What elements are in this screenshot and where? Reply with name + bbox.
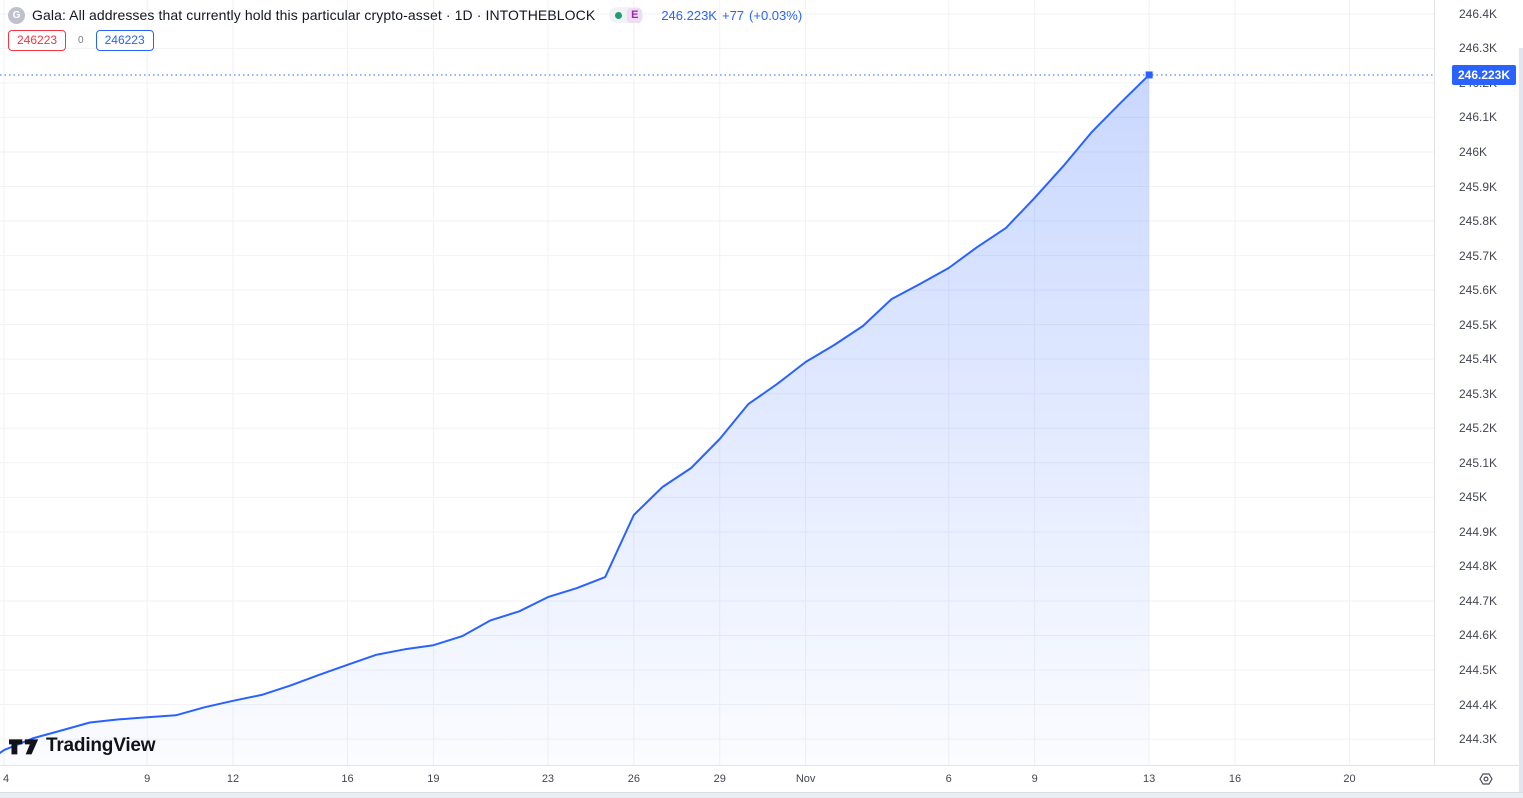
market-open-dot-icon	[615, 11, 623, 19]
time-axis-label: 20	[1343, 773, 1356, 785]
time-axis-label: 23	[541, 773, 555, 785]
time-axis[interactable]: 4 9 12 16 19 23 26 29 Nov 6 9 13 16 20	[0, 765, 1523, 792]
last-point-marker	[1145, 71, 1153, 79]
time-axis-label: 16	[341, 773, 354, 785]
price-axis-label: 245.4K	[1459, 352, 1498, 367]
tradingview-watermark[interactable]: TradingView	[9, 734, 156, 758]
area-fill	[0, 74, 1150, 765]
red-price-badge[interactable]: 246223	[8, 30, 67, 51]
price-axis-label: 244.7K	[1459, 593, 1498, 608]
time-axis-label: 19	[427, 773, 440, 785]
change-percent: (+0.03%)	[749, 7, 803, 23]
price-axis-label: 245.6K	[1459, 283, 1498, 298]
time-axis-label: 12	[226, 773, 240, 785]
time-axis-label: 16	[1228, 773, 1242, 785]
price-axis-label: 245.3K	[1459, 386, 1498, 401]
price-axis-label: 244.6K	[1459, 628, 1498, 643]
time-axis-label: 29	[713, 773, 726, 785]
last-value: 246.223K	[661, 7, 717, 23]
price-axis-label: 245.7K	[1459, 248, 1498, 263]
right-scrollbar[interactable]	[1519, 48, 1523, 792]
price-axis-label: 246.4K	[1459, 6, 1498, 21]
chart-legend: G Gala: All addresses that currently hol…	[8, 5, 802, 51]
price-axis[interactable]: 246.223K 246.4K246.3K246.2K246.1K246K245…	[1434, 0, 1523, 765]
last-value-group: 246.223K +77 (+0.03%)	[661, 8, 802, 23]
time-axis-label: 4	[2, 773, 10, 785]
time-axis-label: 9	[1031, 773, 1038, 785]
price-axis-label: 246K	[1459, 144, 1488, 159]
price-axis-label: 246.3K	[1459, 41, 1498, 56]
blue-price-badge[interactable]: 246223	[95, 30, 154, 51]
price-axis-label: 245.5K	[1459, 317, 1498, 332]
price-axis-label: 245K	[1459, 490, 1488, 505]
change-absolute: +77	[721, 7, 745, 23]
price-axis-label: 246.1K	[1459, 110, 1498, 125]
price-alert-badges: 246223 0 246223	[8, 30, 802, 51]
market-status-pill[interactable]: E	[609, 7, 644, 23]
price-axis-label: 245.8K	[1459, 214, 1498, 229]
time-axis-label: 13	[1143, 773, 1156, 785]
current-price-label: 246.223K	[1452, 64, 1516, 85]
legend-main-row: G Gala: All addresses that currently hol…	[8, 5, 802, 25]
price-line	[0, 73, 1151, 754]
price-axis-label: 245.9K	[1459, 179, 1498, 194]
price-axis-label: 244.9K	[1459, 524, 1498, 539]
tradingview-watermark-text: TradingView	[46, 735, 156, 756]
time-axis-label: Nov	[795, 773, 816, 785]
price-axis-label: 244.4K	[1459, 697, 1498, 712]
time-axis-label: 9	[144, 773, 151, 785]
time-axis-label: 6	[945, 773, 952, 785]
price-axis-label: 245.2K	[1459, 421, 1498, 436]
price-axis-label: 244.5K	[1459, 663, 1498, 678]
symbol-title[interactable]: Gala: All addresses that currently hold …	[32, 7, 596, 23]
price-axis-label: 244.8K	[1459, 559, 1498, 574]
price-axis-label: 245.1K	[1459, 455, 1498, 470]
badge-separator: 0	[78, 35, 84, 46]
symbol-logo-icon: G	[8, 6, 25, 24]
price-axis-label: 244.3K	[1459, 732, 1498, 747]
bottom-toolbar-strip	[0, 792, 1523, 798]
axis-settings-gear-icon[interactable]	[1478, 771, 1494, 787]
tradingview-logo-icon	[9, 739, 39, 755]
time-axis-label: 26	[627, 773, 640, 785]
exchange-badge: E	[627, 7, 643, 23]
